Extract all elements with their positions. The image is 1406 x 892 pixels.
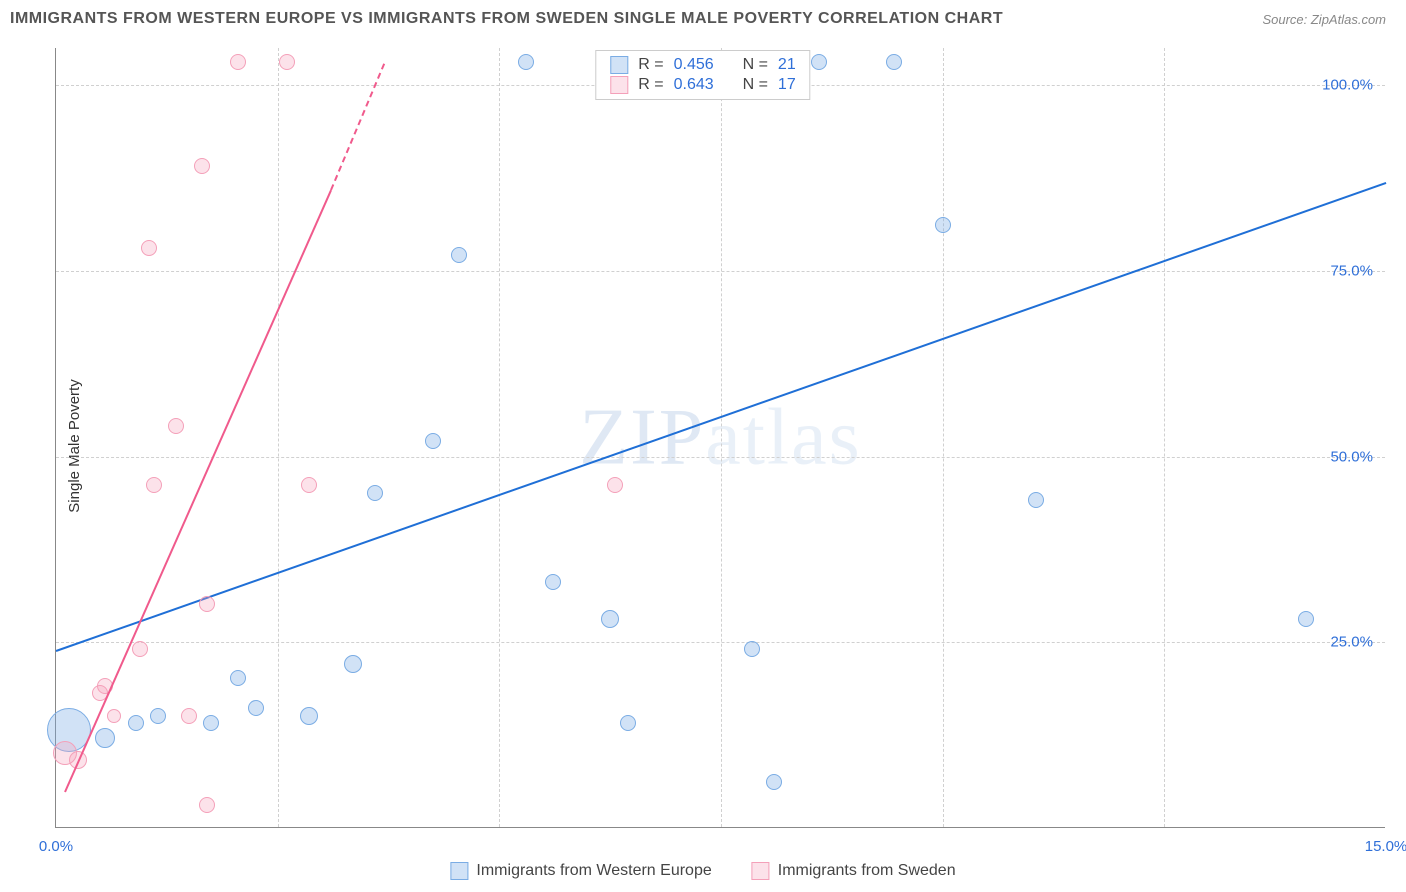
- data-point: [150, 708, 166, 724]
- data-point: [425, 433, 441, 449]
- data-point: [248, 700, 264, 716]
- legend-swatch: [752, 862, 770, 880]
- data-point: [132, 641, 148, 657]
- legend-item: Immigrants from Sweden: [752, 862, 956, 880]
- data-point: [935, 217, 951, 233]
- gridline-v: [943, 48, 944, 827]
- data-point: [95, 728, 115, 748]
- data-point: [230, 54, 246, 70]
- data-point: [199, 797, 215, 813]
- legend-swatch: [610, 56, 628, 74]
- n-label: N =: [743, 76, 768, 94]
- x-tick-label: 0.0%: [39, 838, 73, 855]
- chart-title: IMMIGRANTS FROM WESTERN EUROPE VS IMMIGR…: [10, 10, 1003, 28]
- r-label: R =: [638, 56, 663, 74]
- data-point: [744, 641, 760, 657]
- plot-area: ZIPatlas 25.0%50.0%75.0%100.0%0.0%15.0%: [55, 48, 1385, 828]
- data-point: [141, 240, 157, 256]
- data-point: [886, 54, 902, 70]
- n-value: 21: [778, 56, 796, 74]
- legend-label: Immigrants from Sweden: [778, 862, 956, 880]
- gridline-v: [278, 48, 279, 827]
- data-point: [601, 610, 619, 628]
- source-label: Source: ZipAtlas.com: [1262, 12, 1386, 27]
- stats-legend: R = 0.456 N = 21 R = 0.643 N = 17: [595, 50, 810, 100]
- n-label: N =: [743, 56, 768, 74]
- data-point: [518, 54, 534, 70]
- chart-container: IMMIGRANTS FROM WESTERN EUROPE VS IMMIGR…: [0, 0, 1406, 892]
- data-point: [194, 158, 210, 174]
- x-tick-label: 15.0%: [1365, 838, 1406, 855]
- data-point: [107, 709, 121, 723]
- data-point: [620, 715, 636, 731]
- legend-swatch: [450, 862, 468, 880]
- bottom-legend: Immigrants from Western Europe Immigrants…: [450, 862, 955, 880]
- trend-line: [330, 63, 385, 190]
- gridline-v: [499, 48, 500, 827]
- data-point: [1298, 611, 1314, 627]
- stats-legend-row: R = 0.456 N = 21: [610, 55, 795, 75]
- y-tick-label: 100.0%: [1322, 77, 1373, 94]
- data-point: [344, 655, 362, 673]
- data-point: [367, 485, 383, 501]
- data-point: [168, 418, 184, 434]
- y-tick-label: 25.0%: [1330, 634, 1373, 651]
- legend-label: Immigrants from Western Europe: [476, 862, 711, 880]
- data-point: [1028, 492, 1044, 508]
- data-point: [811, 54, 827, 70]
- legend-item: Immigrants from Western Europe: [450, 862, 711, 880]
- data-point: [128, 715, 144, 731]
- r-label: R =: [638, 76, 663, 94]
- r-value: 0.643: [674, 76, 714, 94]
- data-point: [451, 247, 467, 263]
- data-point: [300, 707, 318, 725]
- watermark-thin: atlas: [705, 393, 862, 481]
- n-value: 17: [778, 76, 796, 94]
- y-tick-label: 75.0%: [1330, 262, 1373, 279]
- legend-swatch: [610, 76, 628, 94]
- gridline-v: [1164, 48, 1165, 827]
- data-point: [545, 574, 561, 590]
- data-point: [279, 54, 295, 70]
- stats-legend-row: R = 0.643 N = 17: [610, 75, 795, 95]
- r-value: 0.456: [674, 56, 714, 74]
- data-point: [203, 715, 219, 731]
- data-point: [181, 708, 197, 724]
- data-point: [301, 477, 317, 493]
- trend-line: [64, 190, 332, 793]
- data-point: [607, 477, 623, 493]
- y-tick-label: 50.0%: [1330, 448, 1373, 465]
- gridline-v: [721, 48, 722, 827]
- watermark-bold: ZIP: [579, 393, 705, 481]
- data-point: [146, 477, 162, 493]
- data-point: [766, 774, 782, 790]
- data-point: [199, 596, 215, 612]
- data-point: [230, 670, 246, 686]
